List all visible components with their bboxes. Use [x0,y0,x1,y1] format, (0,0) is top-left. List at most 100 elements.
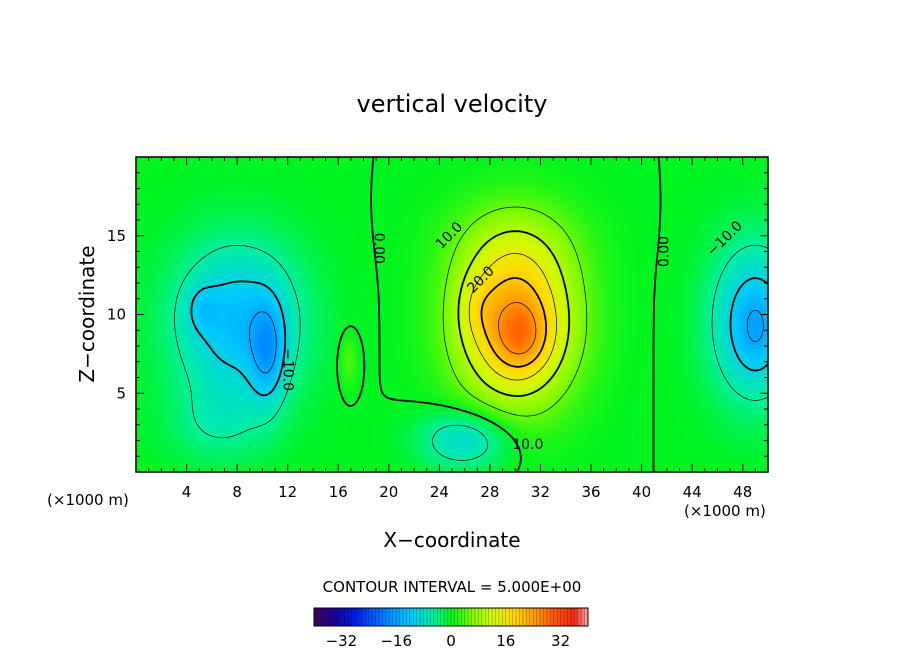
colorbar-cell [546,608,551,626]
x-unit-label-left: (×1000 m) [47,491,129,509]
colorbar-cell [389,608,394,626]
colorbar-cell [430,608,435,626]
colorbar-cell [334,608,339,626]
colorbar-cell [570,608,575,626]
x-tick-label: 32 [531,483,550,501]
colorbar-cell [423,608,428,626]
colorbar-cell [372,608,377,626]
colorbar-cell [427,608,431,626]
contour-label: 0.00 [371,233,387,264]
colorbar-cell [560,608,565,626]
contour-line [336,157,662,472]
colorbar-cell [577,608,582,626]
colorbar-cell [488,608,493,626]
x-tick-label: 12 [278,483,297,501]
heatmap-field [136,157,768,472]
colorbar-cell [375,608,380,626]
colorbar-cell [519,608,524,626]
contour-line [174,244,768,461]
colorbar-cell [331,608,335,626]
colorbar-cell [368,608,373,626]
colorbar-cell [454,608,459,626]
colorbar-cell [498,608,503,626]
y-tick-label: 15 [107,227,126,245]
x-tick-label: 28 [480,483,499,501]
contour-line [249,309,764,374]
colorbar-cell [351,608,356,626]
x-tick-label: 8 [232,483,242,501]
colorbar-cell [406,608,411,626]
colorbar-cell [512,608,517,626]
colorbar-tick-label: −32 [326,632,358,650]
x-tick-label: 4 [182,483,192,501]
colorbar-cell [522,608,527,626]
colorbar-cell [392,608,397,626]
contour-label: −10.0 [280,348,296,391]
x-unit-label-right: (×1000 m) [684,502,766,520]
colorbar-cell [433,608,438,626]
colorbar-cell [550,608,555,626]
contour-line [468,253,557,381]
chart-title: vertical velocity [357,90,548,118]
colorbar-cell [478,608,483,626]
y-axis-label: Z−coordinate [75,245,99,382]
colorbar-cell [409,608,414,626]
x-axis: 4 8 12 16 20 24 28 32 36 40 44 48 [148,157,756,501]
y-axis: 5 10 15 [107,172,768,457]
colorbar-cell [361,608,366,626]
contour-line [190,277,768,397]
colorbar-cell [420,608,424,626]
colorbar-cell [540,608,544,626]
x-tick-label: 36 [581,483,600,501]
colorbar-cell [344,608,349,626]
colorbar-cell [468,608,472,626]
colorbar-cell [447,608,452,626]
colorbar-cell [399,608,404,626]
colorbar-cell [516,608,520,626]
y-tick-label: 10 [107,306,126,324]
colorbar-cell [564,608,568,626]
colorbar-cell [509,608,514,626]
colorbar-cell [574,608,579,626]
colorbar-cell [451,608,455,626]
colorbar-cell [437,608,442,626]
colorbar-cell [385,608,390,626]
colorbar-cell [581,608,585,626]
colorbar-cell [440,608,445,626]
colorbar-cell [502,608,507,626]
colorbar-cell [444,608,448,626]
colorbar-ticks: −32 −16 0 16 32 [326,632,571,650]
colorbar-tick-label: 0 [446,632,456,650]
colorbar-cell [584,608,589,626]
colorbar-cell [553,608,558,626]
colorbar-cell [543,608,548,626]
colorbar-cell [337,608,342,626]
colorbar-cell [495,608,500,626]
colorbar-cell [320,608,325,626]
contour-label: 10.0 [512,437,543,453]
x-tick-label: 24 [430,483,449,501]
colorbar-cell [403,608,407,626]
plot-area: 0.00 10.020.010.00.00 −10.0−10.0 [136,157,768,472]
colorbar-cell [557,608,561,626]
colorbar-cell [505,608,510,626]
contour-interval-text: CONTOUR INTERVAL = 5.000E+00 [323,578,582,596]
x-tick-label: 48 [733,483,752,501]
colorbar-cell [464,608,469,626]
x-tick-label: 40 [632,483,651,501]
contour-line [498,302,537,355]
y-tick-label: 5 [116,384,126,402]
colorbar-cell [567,608,572,626]
colorbar-cell [413,608,418,626]
colorbar-cell [526,608,531,626]
colorbar-frame [313,607,589,627]
colorbar-cell [533,608,538,626]
colorbar-cell [481,608,486,626]
colorbar-cell [379,608,383,626]
contour-line [442,206,588,417]
colorbar-cell [341,608,346,626]
colorbar-cell [358,608,363,626]
colorbar-cell [327,608,332,626]
colorbar-cell [416,608,421,626]
x-axis-label: X−coordinate [383,528,520,552]
